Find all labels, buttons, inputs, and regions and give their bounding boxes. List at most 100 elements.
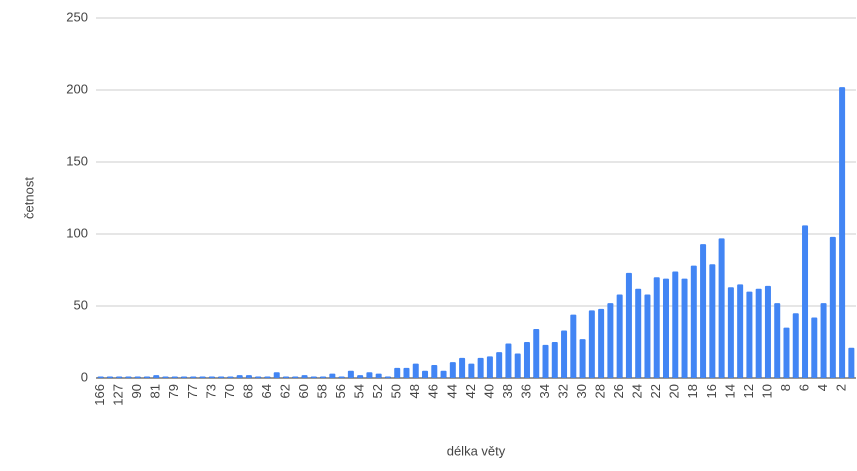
bar [255, 376, 262, 378]
bar [681, 278, 688, 378]
bar [663, 278, 669, 378]
bar [718, 238, 725, 378]
x-tick-label: 10 [759, 384, 774, 398]
bar [737, 284, 744, 378]
bar [616, 294, 623, 378]
bar [366, 372, 373, 378]
bar [551, 342, 558, 378]
bar [496, 352, 503, 378]
bar [820, 303, 827, 378]
bar [570, 314, 577, 378]
bar [802, 225, 809, 378]
bar [338, 376, 345, 378]
x-tick-label: 22 [648, 384, 663, 398]
bar [125, 376, 132, 378]
bar [764, 285, 771, 378]
x-tick-label: 54 [352, 384, 367, 398]
x-tick-label: 46 [426, 384, 441, 398]
bar [811, 317, 818, 378]
bar [162, 376, 169, 378]
bar [774, 303, 781, 378]
bar [301, 375, 308, 378]
x-tick-label: 77 [185, 384, 200, 398]
x-tick-label: 52 [370, 384, 385, 398]
bar [283, 376, 289, 378]
y-tick-label: 250 [66, 9, 88, 24]
bar [792, 313, 799, 378]
x-tick-label: 50 [389, 384, 404, 398]
bar [514, 353, 521, 378]
x-tick-label: 20 [667, 384, 682, 398]
bar [579, 339, 586, 378]
x-tick-label: 12 [741, 384, 756, 398]
bar [403, 367, 410, 378]
bar [384, 376, 391, 378]
x-tick-label: 73 [203, 384, 218, 398]
bar [264, 376, 271, 378]
x-tick-label: 6 [796, 384, 811, 391]
bar [542, 344, 549, 378]
bar [153, 375, 160, 378]
bar [598, 308, 605, 378]
bar [422, 370, 429, 378]
x-tick-label: 48 [407, 384, 422, 398]
bar [672, 271, 679, 378]
bar [486, 356, 493, 378]
x-tick-label: 32 [555, 384, 570, 398]
x-tick-label: 79 [166, 384, 181, 398]
y-tick-label: 50 [74, 297, 88, 312]
x-tick-label: 60 [296, 384, 311, 398]
x-tick-label: 64 [259, 384, 274, 398]
bar [635, 288, 642, 378]
x-tick-label: 58 [315, 384, 330, 398]
bar [292, 376, 299, 378]
bar [412, 363, 419, 378]
bar [505, 343, 512, 378]
x-axis-title: délka věty [447, 443, 506, 458]
x-tick-label: 26 [611, 384, 626, 398]
x-tick-label: 34 [537, 384, 552, 398]
bar [394, 367, 401, 378]
bar [431, 365, 438, 378]
y-tick-label: 100 [66, 225, 88, 240]
bar [653, 277, 660, 378]
bar [320, 376, 327, 378]
x-tick-label: 18 [685, 384, 700, 398]
bar [97, 376, 104, 378]
bar [199, 376, 206, 378]
y-tick-label: 150 [66, 153, 88, 168]
bar [588, 310, 595, 378]
bar [375, 373, 382, 378]
bar [449, 362, 456, 378]
x-tick-label: 4 [815, 384, 830, 391]
x-tick-label: 38 [500, 384, 515, 398]
x-tick-label: 16 [704, 384, 719, 398]
bar [839, 87, 846, 379]
bar [829, 236, 836, 378]
bar [181, 376, 188, 378]
bar [347, 370, 354, 378]
x-tick-label: 14 [722, 384, 737, 398]
bar [440, 370, 447, 378]
bar [218, 376, 225, 378]
x-tick-label: 62 [277, 384, 292, 398]
bar [727, 287, 734, 378]
bar [357, 375, 364, 378]
x-tick-label: 28 [593, 384, 608, 398]
bar [190, 376, 197, 378]
bar [143, 376, 150, 378]
x-tick-label: 127 [111, 384, 126, 406]
bar [468, 363, 475, 378]
bar [310, 376, 317, 378]
x-tick-label: 81 [148, 384, 163, 398]
x-tick-label: 2 [834, 384, 849, 391]
bar [561, 330, 568, 378]
bar [459, 357, 466, 378]
x-tick-label: 8 [778, 384, 793, 391]
bar [607, 303, 614, 378]
bar [746, 291, 753, 378]
y-tick-label: 200 [66, 81, 88, 96]
x-tick-label: 70 [222, 384, 237, 398]
x-tick-label: 44 [444, 384, 459, 398]
